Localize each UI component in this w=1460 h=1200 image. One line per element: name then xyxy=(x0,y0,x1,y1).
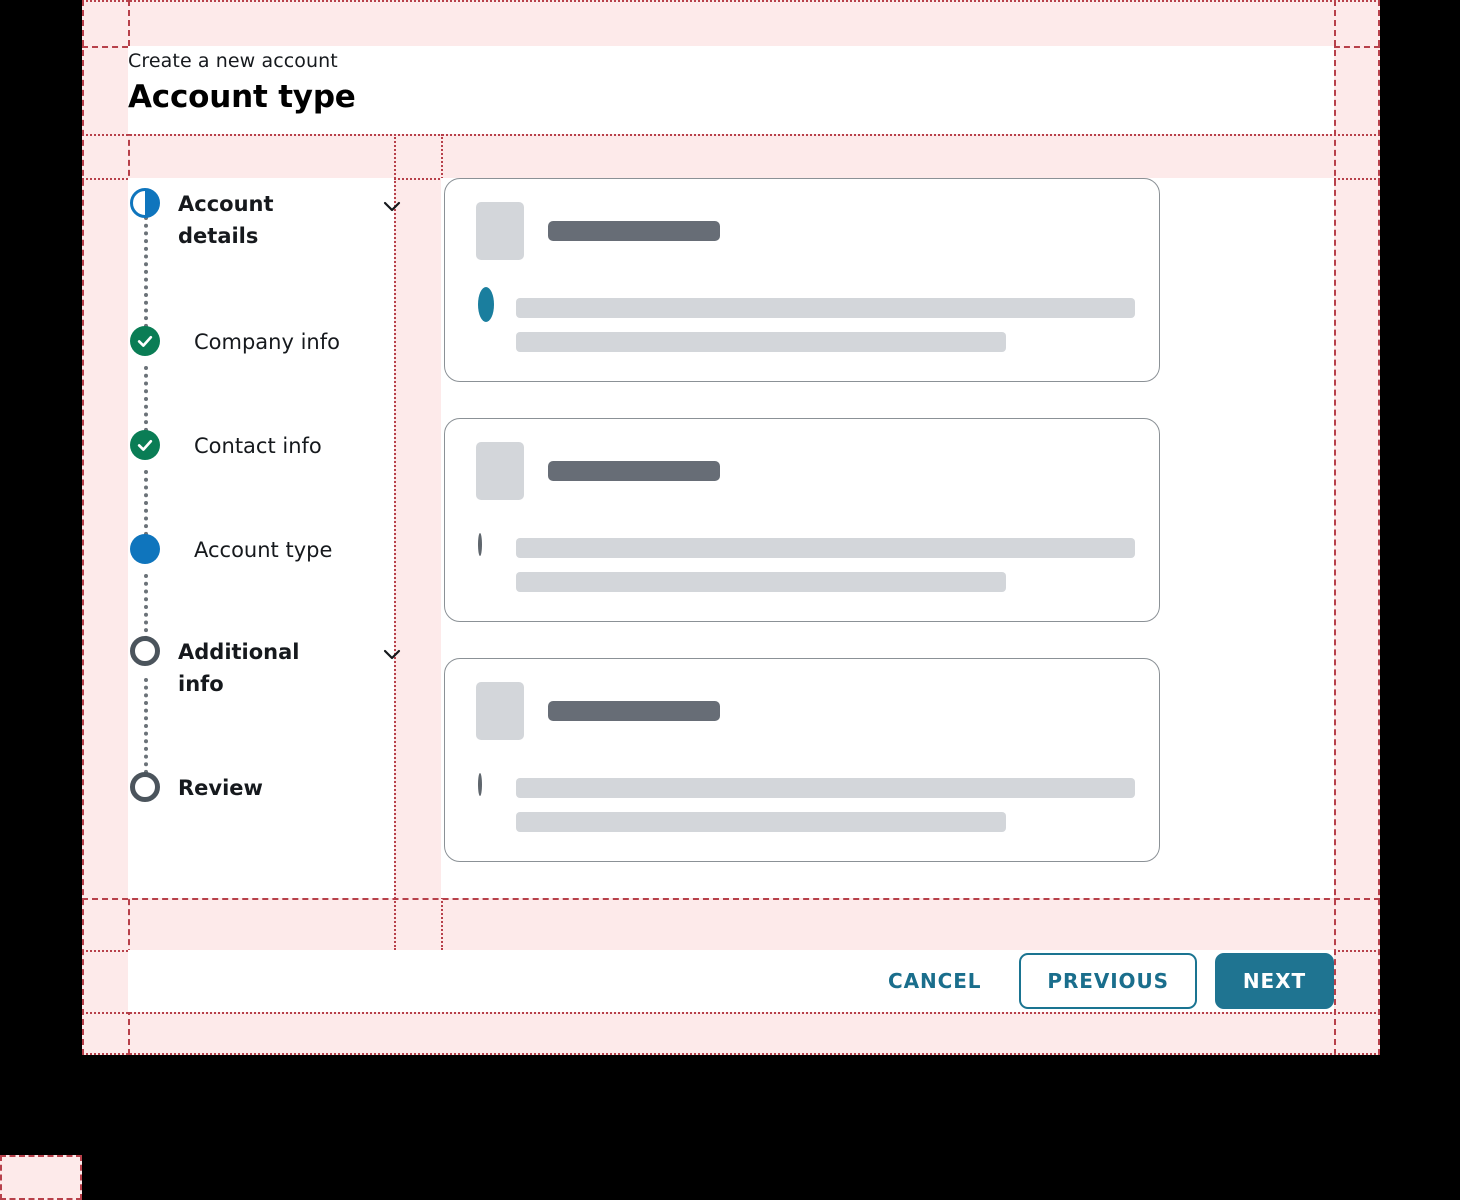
sidebar-step-label: Account details xyxy=(178,192,274,248)
step-connector-3 xyxy=(144,470,148,536)
overlay-corner-marker xyxy=(0,1155,82,1200)
step-connector-1 xyxy=(144,216,148,328)
empty-circle-icon xyxy=(128,772,162,802)
option-radio[interactable] xyxy=(478,773,482,796)
page-header: Create a new account Account type xyxy=(128,48,356,118)
text-line-placeholder xyxy=(516,812,1006,832)
sidebar-step-account-details[interactable]: Account details xyxy=(128,188,401,252)
sidebar-step-label: Account type xyxy=(194,538,333,562)
image-placeholder xyxy=(476,202,524,260)
half-circle-icon xyxy=(128,188,162,218)
next-button[interactable]: NEXT xyxy=(1214,953,1334,1009)
body-white-row-left xyxy=(128,178,394,898)
title-placeholder xyxy=(548,701,720,721)
image-placeholder xyxy=(476,442,524,500)
step-connector-4 xyxy=(144,574,148,640)
option-radio-selected[interactable] xyxy=(478,287,494,322)
chevron-down-icon[interactable] xyxy=(380,194,404,218)
cancel-button[interactable]: CANCEL xyxy=(874,959,995,1003)
wizard-body: Account details Company info Contact inf… xyxy=(128,178,1334,898)
text-line-placeholder xyxy=(516,538,1135,558)
option-header xyxy=(476,682,720,740)
empty-circle-icon xyxy=(128,636,162,666)
previous-button[interactable]: PREVIOUS xyxy=(1019,953,1197,1009)
wizard-footer: CANCEL PREVIOUS NEXT xyxy=(128,950,1334,1012)
account-type-option-card[interactable] xyxy=(444,418,1160,622)
breadcrumb: Create a new account xyxy=(128,50,338,72)
title-placeholder xyxy=(548,221,720,241)
text-line-placeholder xyxy=(516,332,1006,352)
sidebar-step-company-info[interactable]: Company info xyxy=(128,326,394,382)
sidebar-step-label: Contact info xyxy=(194,434,322,458)
sidebar-step-label: Company info xyxy=(194,330,340,354)
sidebar-step-contact-info[interactable]: Contact info xyxy=(128,430,394,486)
sidebar-step-label: Additional info xyxy=(178,640,300,696)
step-connector-2 xyxy=(144,366,148,432)
account-type-option-card[interactable] xyxy=(444,658,1160,862)
text-line-placeholder xyxy=(516,572,1006,592)
text-line-placeholder xyxy=(516,778,1135,798)
text-line-placeholder xyxy=(516,298,1135,318)
option-header xyxy=(476,442,720,500)
check-circle-icon xyxy=(128,326,162,356)
image-placeholder xyxy=(476,682,524,740)
filled-dot-icon xyxy=(128,534,162,564)
account-type-option-card[interactable] xyxy=(444,178,1160,382)
title-placeholder xyxy=(548,461,720,481)
sidebar-step-label: Review xyxy=(178,776,263,800)
chevron-down-icon[interactable] xyxy=(380,642,404,666)
check-circle-icon xyxy=(128,430,162,460)
step-connector-5 xyxy=(144,678,148,774)
header-white-row xyxy=(128,46,1334,134)
option-header xyxy=(476,202,720,260)
option-radio[interactable] xyxy=(478,533,482,556)
page-title: Account type xyxy=(128,79,356,115)
sidebar-step-additional-info[interactable]: Additional info xyxy=(128,636,401,700)
sidebar-step-account-type[interactable]: Account type xyxy=(128,534,394,590)
sidebar-step-review[interactable]: Review xyxy=(128,772,394,828)
account-type-option-list xyxy=(444,178,1162,898)
